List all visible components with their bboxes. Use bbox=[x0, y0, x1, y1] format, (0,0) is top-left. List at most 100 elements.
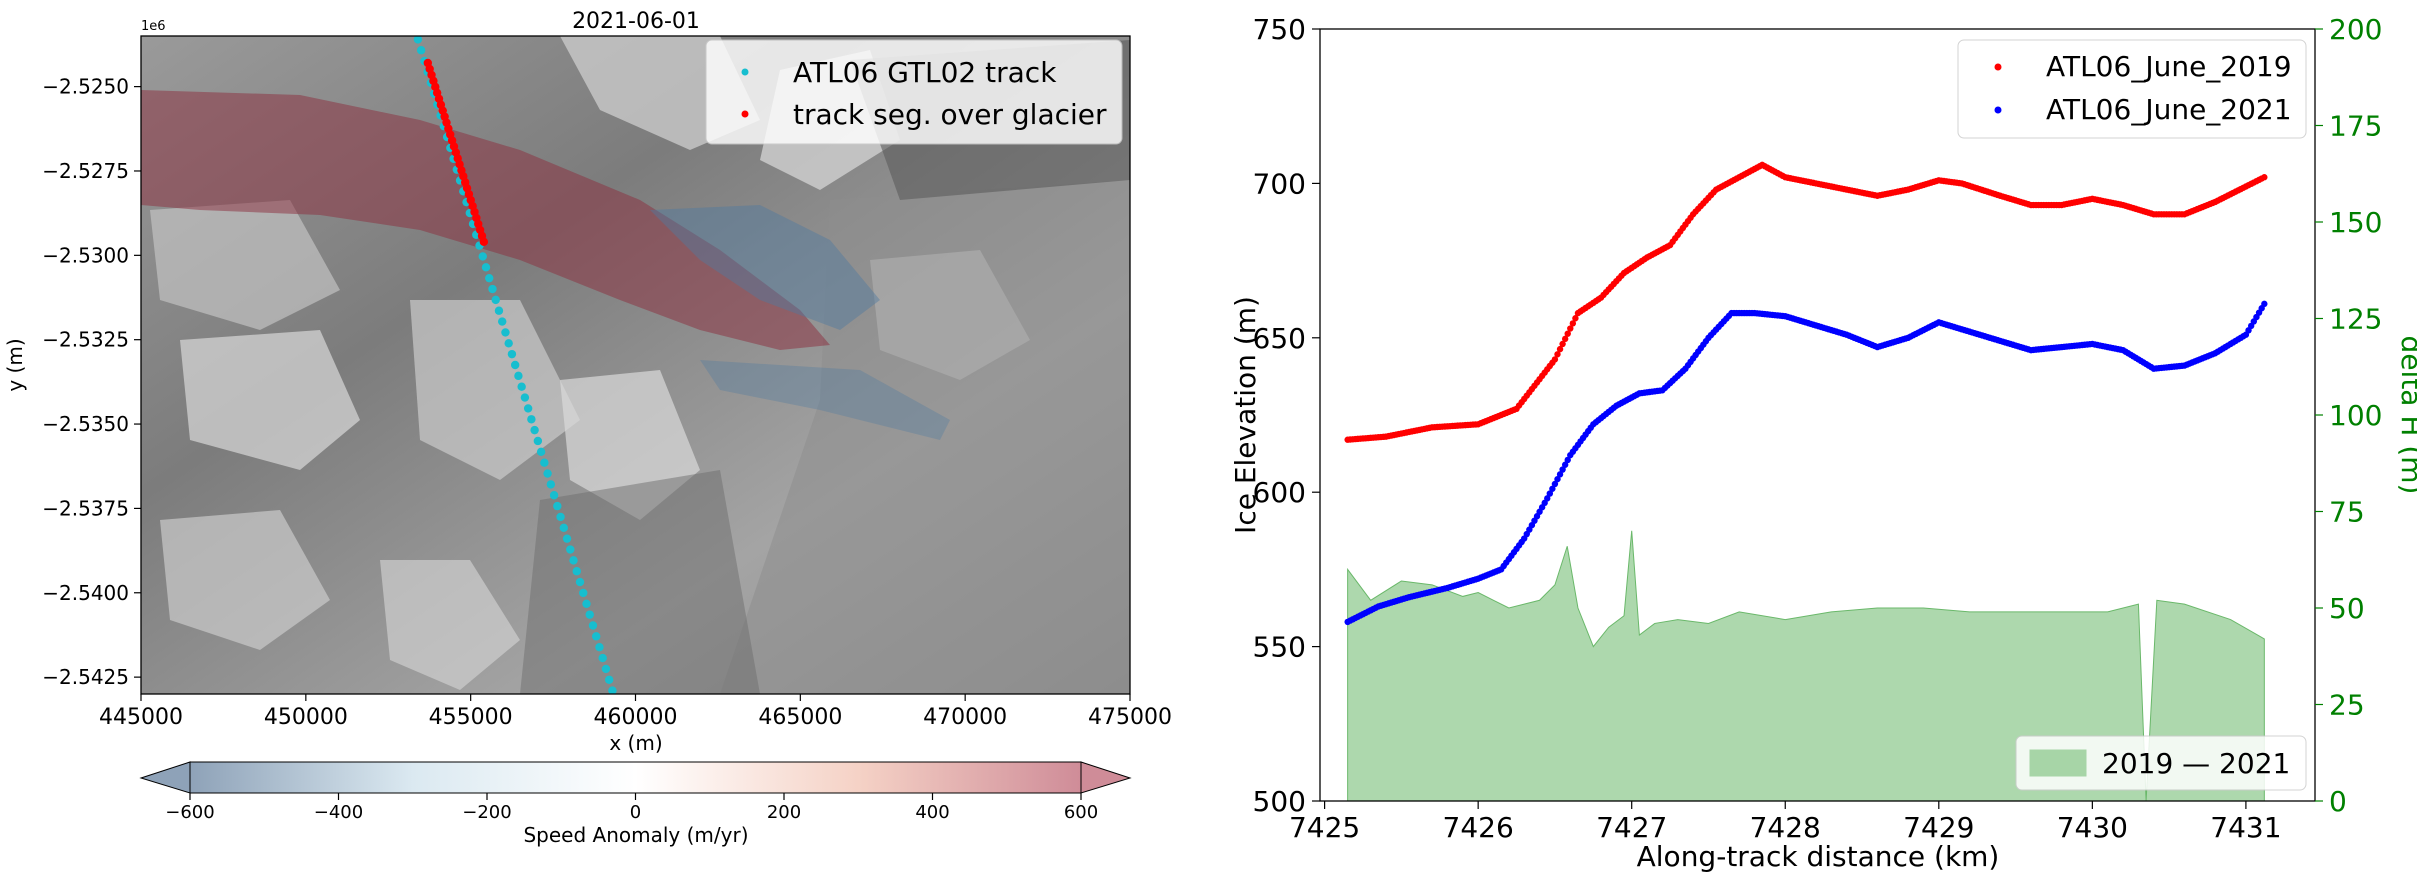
map-y-tick-label: −2.5325 bbox=[42, 328, 129, 352]
legend-marker-2019 bbox=[1994, 63, 2002, 71]
track-point bbox=[413, 36, 423, 44]
map-y-axis-label: y (m) bbox=[3, 338, 27, 391]
negative-anomaly-overlay bbox=[650, 205, 880, 330]
track-point bbox=[549, 491, 559, 500]
colorbar-tick-label: −400 bbox=[314, 802, 363, 823]
point-2019 bbox=[1556, 345, 1564, 353]
track-point bbox=[514, 371, 523, 381]
map-y-tick-label: −2.5300 bbox=[42, 243, 129, 267]
map-x-tick-label: 450000 bbox=[264, 705, 348, 730]
legend-label-2021: ATL06_June_2021 bbox=[2046, 93, 2292, 126]
colorbar-extend-high bbox=[1080, 761, 1132, 794]
delta-h-tick-label: 175 bbox=[2329, 110, 2382, 143]
delta-h-tick-label: 200 bbox=[2329, 13, 2382, 46]
colorbar-tick-label: −600 bbox=[165, 802, 214, 823]
track-point bbox=[559, 523, 568, 533]
point-2021 bbox=[1544, 495, 1551, 502]
track-point bbox=[553, 501, 562, 511]
track-point bbox=[530, 425, 539, 435]
elevation-y-tick-label: 700 bbox=[1253, 167, 1306, 200]
point-2021 bbox=[1546, 490, 1554, 497]
colorbar-label: Speed Anomaly (m/yr) bbox=[523, 823, 748, 847]
track-point bbox=[498, 317, 507, 326]
point-2021 bbox=[1561, 461, 1569, 468]
track-point bbox=[536, 447, 546, 457]
delta-h-axis-label: delta H (m) bbox=[2395, 336, 2417, 495]
colorbar-tick-label: 600 bbox=[1064, 802, 1098, 823]
elevation-x-tick-label: 7425 bbox=[1289, 811, 1360, 844]
delta-h-tick-label: 25 bbox=[2329, 689, 2365, 722]
delta-h-tick-label: 75 bbox=[2329, 496, 2365, 529]
map-x-tick-label: 475000 bbox=[1088, 705, 1172, 730]
track-point bbox=[588, 621, 598, 630]
track-point bbox=[504, 339, 513, 348]
track-point bbox=[566, 545, 575, 554]
delta-h-tick-label: 100 bbox=[2329, 399, 2382, 432]
track-point bbox=[575, 577, 585, 587]
track-point bbox=[540, 458, 549, 467]
point-2019 bbox=[1561, 335, 1569, 343]
delta-h-legend: 2019 — 2021 bbox=[2015, 735, 2307, 791]
delta-h-tick-label: 125 bbox=[2329, 303, 2382, 336]
elevation-panel: 7425 7426 7427 7428 7429 7430 7431 50055060065… bbox=[1229, 13, 2417, 873]
elevation-y-axis: 500 550 600 650 700 750 bbox=[1253, 13, 1320, 818]
legend-marker-2021 bbox=[1994, 106, 2002, 114]
point-2019 bbox=[1572, 315, 1579, 322]
delta-h-tick-label: 0 bbox=[2329, 785, 2347, 818]
point-2019 bbox=[1559, 340, 1566, 348]
elevation-y-tick-label: 650 bbox=[1253, 322, 1306, 355]
map-x-tick-label: 470000 bbox=[923, 705, 1007, 730]
track-point bbox=[520, 393, 530, 402]
point-2021 bbox=[1551, 480, 1559, 488]
track-point bbox=[601, 664, 611, 674]
map-y-axis: −2.5250 −2.5275 −2.5300 −2.5325 −2.5350 −2.53… bbox=[42, 75, 141, 689]
track-point bbox=[507, 349, 517, 359]
elevation-x-axis-label: Along-track distance (km) bbox=[1637, 840, 2000, 873]
track-point bbox=[510, 360, 520, 370]
legend-label-glacier: track seg. over glacier bbox=[793, 98, 1107, 131]
track-point bbox=[543, 469, 552, 478]
elevation-x-tick-label: 7428 bbox=[1750, 811, 1821, 844]
delta-h-tick-label: 150 bbox=[2329, 206, 2382, 239]
delta-h-area bbox=[1347, 530, 2265, 801]
map-title: 2021-06-01 bbox=[572, 9, 700, 34]
track-point bbox=[582, 599, 591, 608]
map-x-tick-label: 445000 bbox=[99, 705, 183, 730]
elevation-y-tick-label: 500 bbox=[1253, 785, 1306, 818]
track-point bbox=[595, 643, 604, 652]
track-point bbox=[533, 436, 543, 446]
track-point bbox=[481, 263, 491, 272]
map-panel: 2021-06-01 1e6 445000 450000 455000 460 bbox=[3, 9, 1172, 847]
map-y-tick-label: −2.5250 bbox=[42, 75, 129, 99]
map-y-tick-label: −2.5275 bbox=[42, 159, 129, 183]
track-point bbox=[572, 567, 581, 576]
map-x-tick-label: 465000 bbox=[758, 705, 842, 730]
legend-marker-track bbox=[741, 68, 749, 76]
track-point bbox=[608, 686, 617, 694]
track-point bbox=[527, 415, 536, 424]
elevation-marks bbox=[1344, 161, 2268, 801]
legend-label-delta: 2019 — 2021 bbox=[2102, 747, 2290, 780]
elevation-x-tick-label: 7427 bbox=[1596, 811, 1667, 844]
map-legend: ATL06 GTL02 track track seg. over glacie… bbox=[705, 39, 1123, 145]
legend-label-track: ATL06 GTL02 track bbox=[793, 56, 1057, 89]
track-point bbox=[592, 632, 601, 641]
colorbar-tick-label: 400 bbox=[915, 802, 949, 823]
map-y-tick-label: −2.5350 bbox=[42, 412, 129, 436]
elevation-x-axis: 7425 7426 7427 7428 7429 7430 7431 bbox=[1289, 801, 2282, 844]
legend-patch-delta bbox=[2029, 749, 2087, 777]
point-2021 bbox=[1564, 456, 1571, 464]
elevation-y-axis-label: Ice Elevation (m) bbox=[1229, 296, 1262, 534]
colorbar-tick-label: −200 bbox=[462, 802, 511, 823]
track-point bbox=[491, 295, 500, 305]
track-point bbox=[569, 556, 578, 565]
elevation-y-tick-label: 750 bbox=[1253, 13, 1306, 46]
track-point bbox=[494, 306, 504, 315]
map-y-tick-label: −2.5375 bbox=[42, 496, 129, 520]
track-point bbox=[579, 588, 588, 598]
track-point bbox=[478, 252, 487, 261]
point-2021 bbox=[1549, 485, 1556, 492]
point-2021 bbox=[1554, 475, 1561, 483]
point-2019 bbox=[1567, 325, 1574, 332]
track-point bbox=[416, 46, 426, 55]
